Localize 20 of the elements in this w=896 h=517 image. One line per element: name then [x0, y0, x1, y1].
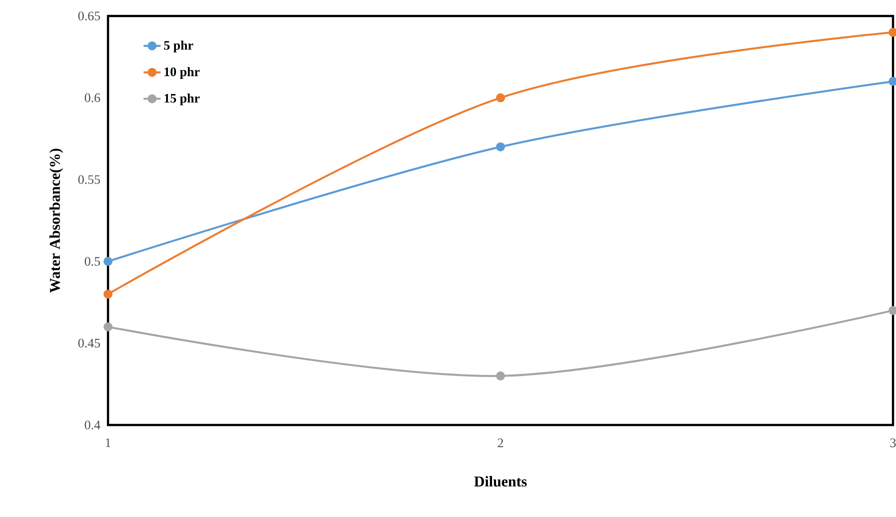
point: [104, 290, 113, 299]
legend-label: 15 phr: [164, 94, 200, 106]
point: [104, 322, 113, 332]
point: [496, 142, 506, 152]
y-tick-label: 0.6: [84, 93, 100, 102]
y-tick-label: 0.45: [78, 338, 100, 348]
point: [496, 371, 506, 380]
y-tick-label: 0.65: [78, 12, 100, 20]
y-axis-title: Water Absorbance(%): [49, 148, 63, 293]
legend-label: 5 phr: [164, 40, 194, 52]
point: [496, 93, 506, 102]
x-tick-label: 2: [498, 438, 504, 448]
legend-label: 10 phr: [164, 67, 200, 79]
x-axis-title: Diluents: [474, 476, 527, 487]
y-tick-label: 0.55: [78, 175, 100, 184]
point: [104, 256, 113, 266]
y-tick-label: 0.5: [84, 256, 100, 266]
x-tick-label: 3: [890, 438, 896, 448]
x-tick-label: 1: [106, 438, 110, 448]
y-tick-label: 0.4: [84, 420, 100, 430]
